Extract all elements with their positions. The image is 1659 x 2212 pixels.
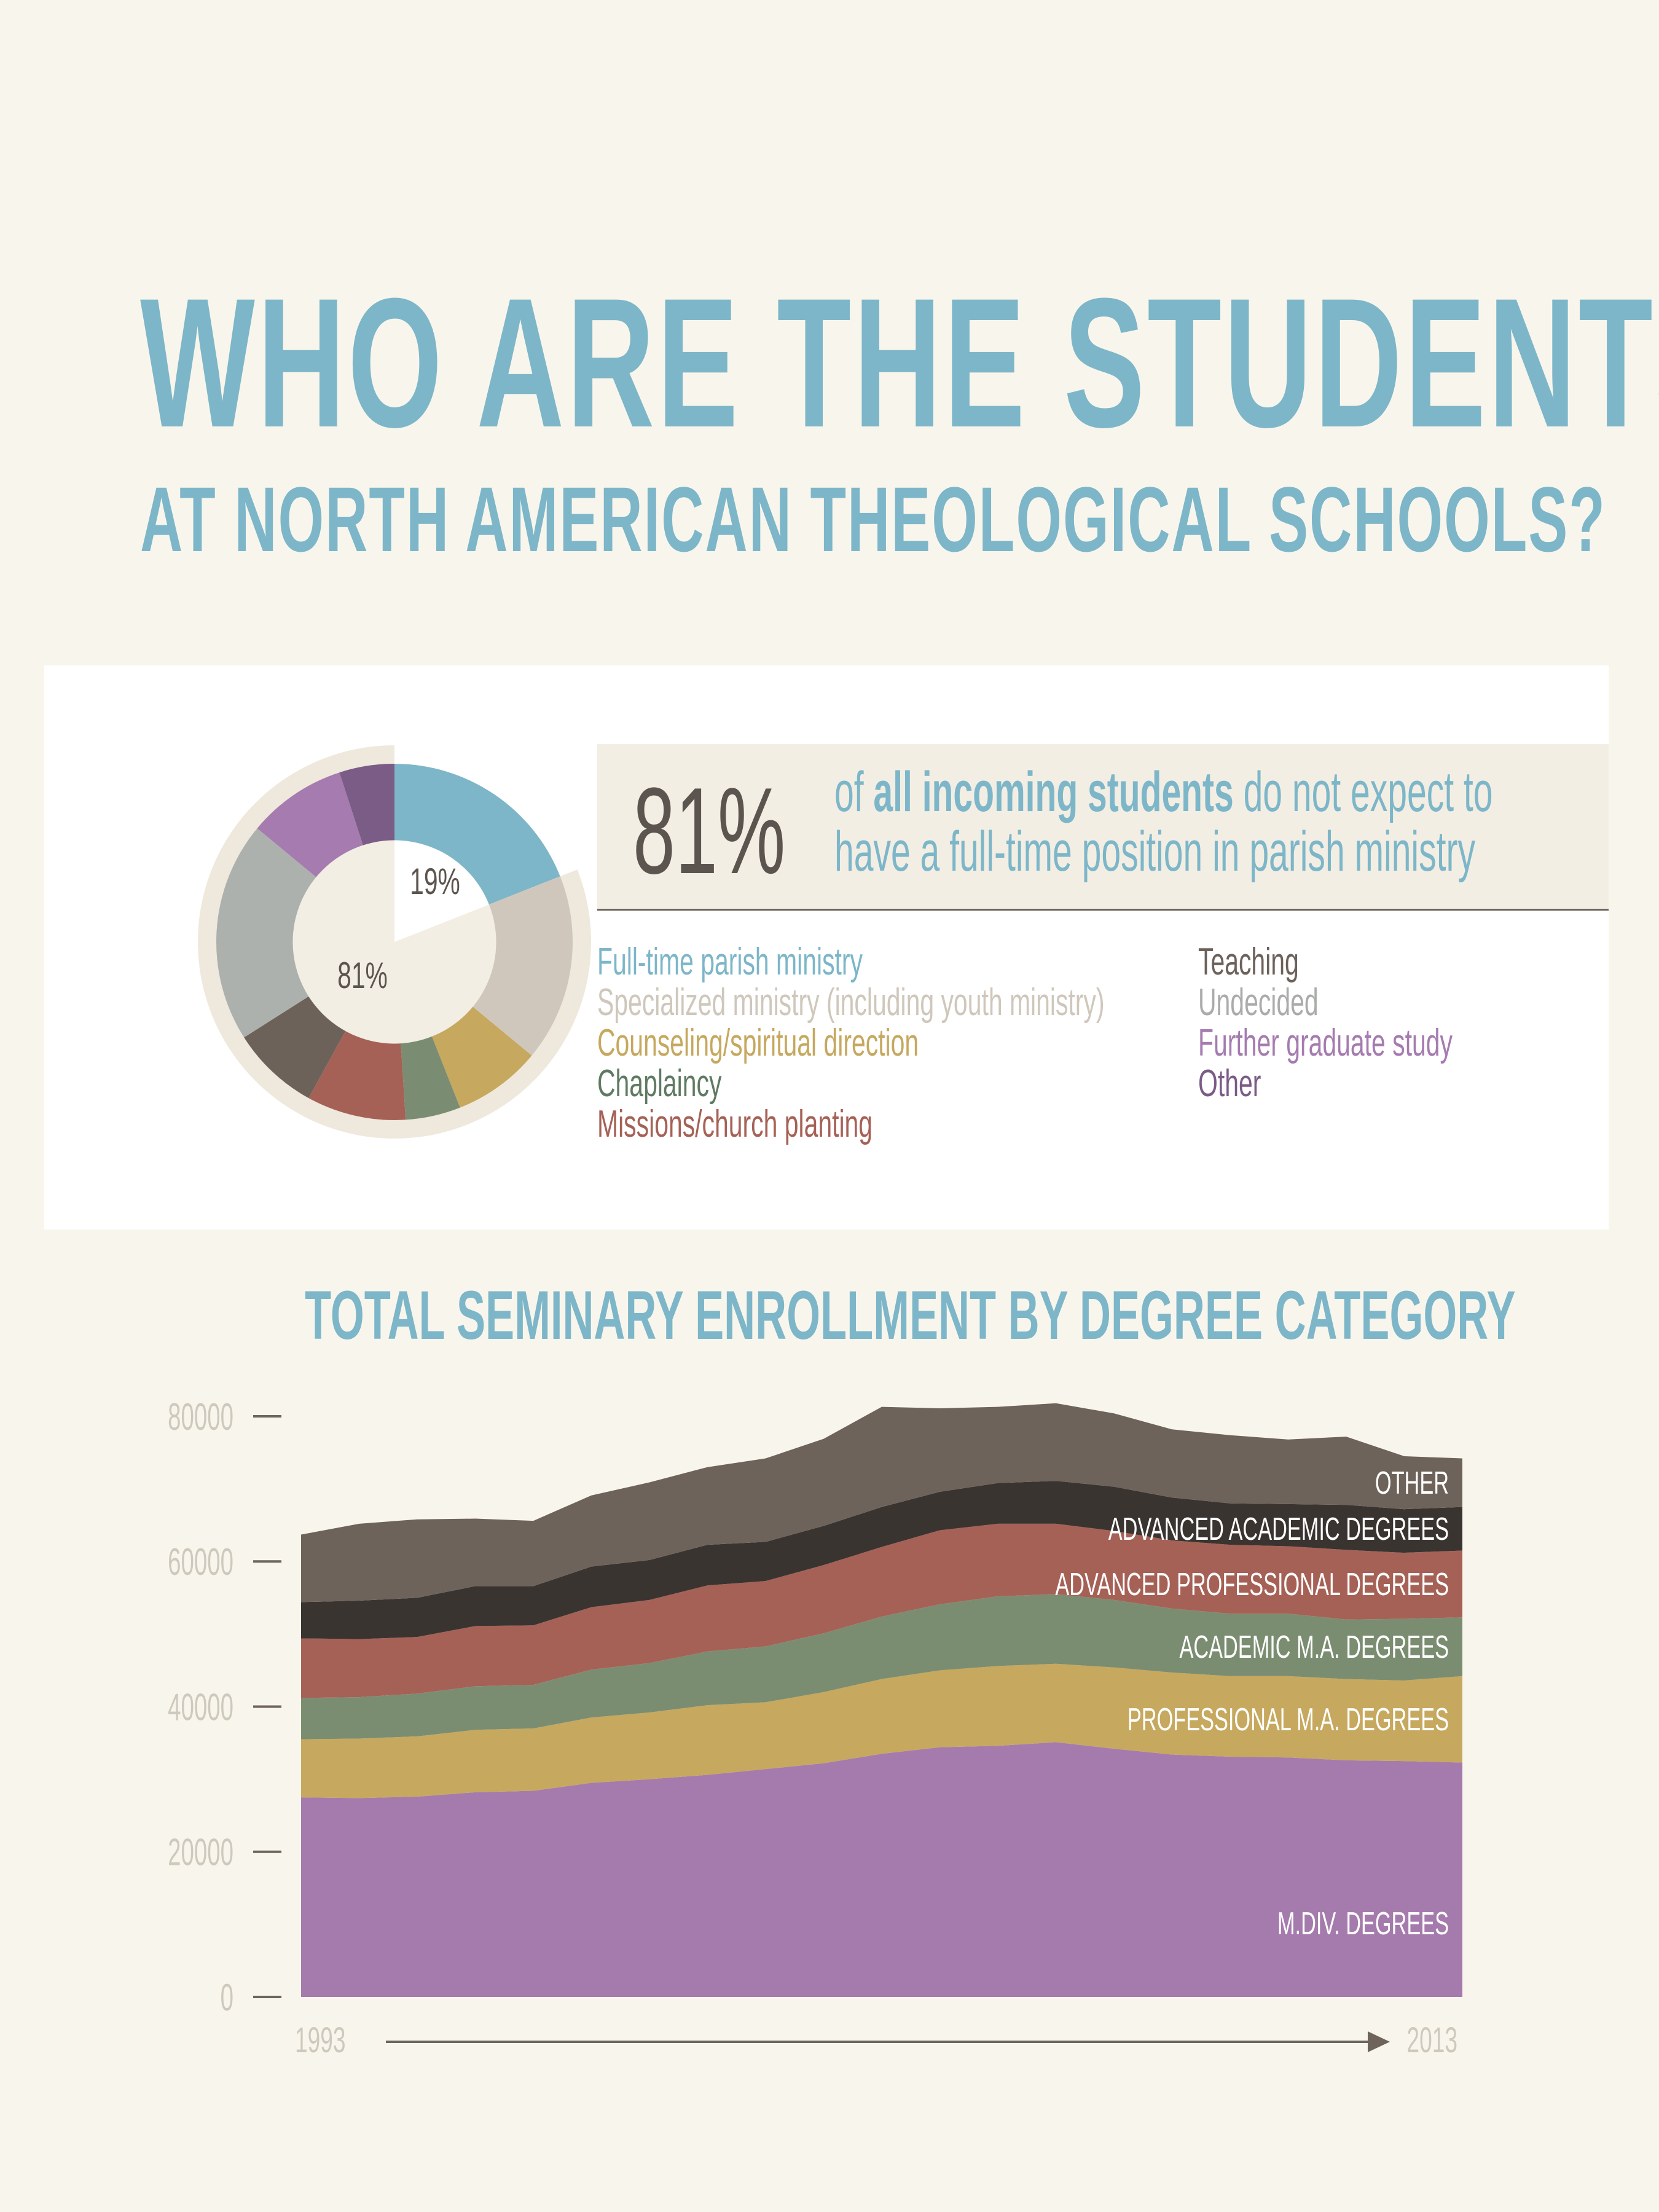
- donut-slice: [216, 828, 316, 1038]
- donut-label-81: 81%: [337, 955, 388, 996]
- legend-item: Full-time parish ministry: [597, 941, 863, 983]
- x-tick-label: 2013: [1406, 2021, 1457, 2060]
- area-series: [301, 1742, 1462, 1997]
- donut-slice: [308, 1030, 406, 1120]
- series-label: ADVANCED PROFESSIONAL DEGREES: [1055, 1567, 1449, 1602]
- callout-text: of all incoming students do not expect t…: [834, 763, 1492, 881]
- legend-right-column: Teaching Undecided Further graduate study O…: [1198, 942, 1583, 1104]
- callout-bold: all incoming students: [873, 761, 1234, 823]
- series-label: PROFESSIONAL M.A. DEGREES: [1128, 1702, 1449, 1738]
- series-label: OTHER: [1375, 1465, 1449, 1501]
- area-series: [301, 1663, 1462, 1798]
- donut-label-19: 19%: [410, 861, 460, 902]
- series-label: ACADEMIC M.A. DEGREES: [1179, 1630, 1449, 1665]
- y-tick-label: 60000: [168, 1540, 233, 1583]
- callout-line2: have a full-time position in parish mini…: [834, 820, 1475, 883]
- legend-item: Counseling/spiritual direction: [597, 1022, 919, 1064]
- y-tick-label: 80000: [168, 1395, 233, 1438]
- x-tick-label: 1993: [295, 2021, 346, 2060]
- donut-slice: [394, 764, 560, 905]
- donut-slice: [257, 772, 364, 877]
- career-donut-chart: 19% 81%: [198, 745, 591, 1139]
- legend-item: Specialized ministry (including youth mi…: [597, 981, 1105, 1024]
- area-chart-title: TOTAL SEMINARY ENROLLMENT BY DEGREE CATE…: [305, 1277, 1516, 1354]
- donut-inner-19: [394, 840, 489, 942]
- callout-post: do not expect to: [1233, 761, 1493, 823]
- donut-slice: [473, 876, 573, 1056]
- area-series: [301, 1594, 1462, 1739]
- y-tick-label: 40000: [168, 1685, 233, 1728]
- series-label: M.DIV. DEGREES: [1277, 1906, 1449, 1942]
- area-series: [301, 1403, 1462, 1602]
- arrow-head-icon: [1368, 2031, 1390, 2052]
- donut-slice: [431, 1006, 532, 1108]
- legend-left-column: Full-time parish ministry Specialized min…: [597, 942, 1366, 1145]
- legend-item: Further graduate study: [1198, 1022, 1453, 1064]
- donut-slice: [339, 764, 394, 846]
- legend-item: Teaching: [1198, 941, 1299, 983]
- y-tick-label: 20000: [168, 1830, 233, 1873]
- donut-slice: [244, 996, 346, 1099]
- career-expectations-panel: 19% 81% 81% of all incoming students do n…: [44, 665, 1609, 1230]
- area-series: [301, 1481, 1462, 1639]
- donut-inner-81: [292, 840, 496, 1044]
- legend-item: Other: [1198, 1062, 1261, 1105]
- callout-pre: of: [834, 761, 874, 823]
- page-title: WHO ARE THE STUDENTS: [140, 259, 1659, 466]
- enrollment-area-chart: 0 20000 40000 60000 80000 M.DIV. DEGREES PROFE…: [168, 1395, 1462, 2060]
- callout-box: 81% of all incoming students do not expe…: [597, 744, 1609, 911]
- series-label: ADVANCED ACADEMIC DEGREES: [1108, 1512, 1449, 1547]
- callout-percentage: 81%: [633, 763, 786, 900]
- y-tick-label: 0: [221, 1976, 233, 2019]
- page-subtitle: AT NORTH AMERICAN THEOLOGICAL SCHOOLS?: [140, 468, 1606, 571]
- donut-slice: [401, 1036, 460, 1120]
- legend-item: Chaplaincy: [597, 1062, 722, 1105]
- legend-item: Undecided: [1198, 981, 1319, 1024]
- legend-item: Missions/church planting: [597, 1103, 873, 1145]
- area-series: [301, 1523, 1462, 1698]
